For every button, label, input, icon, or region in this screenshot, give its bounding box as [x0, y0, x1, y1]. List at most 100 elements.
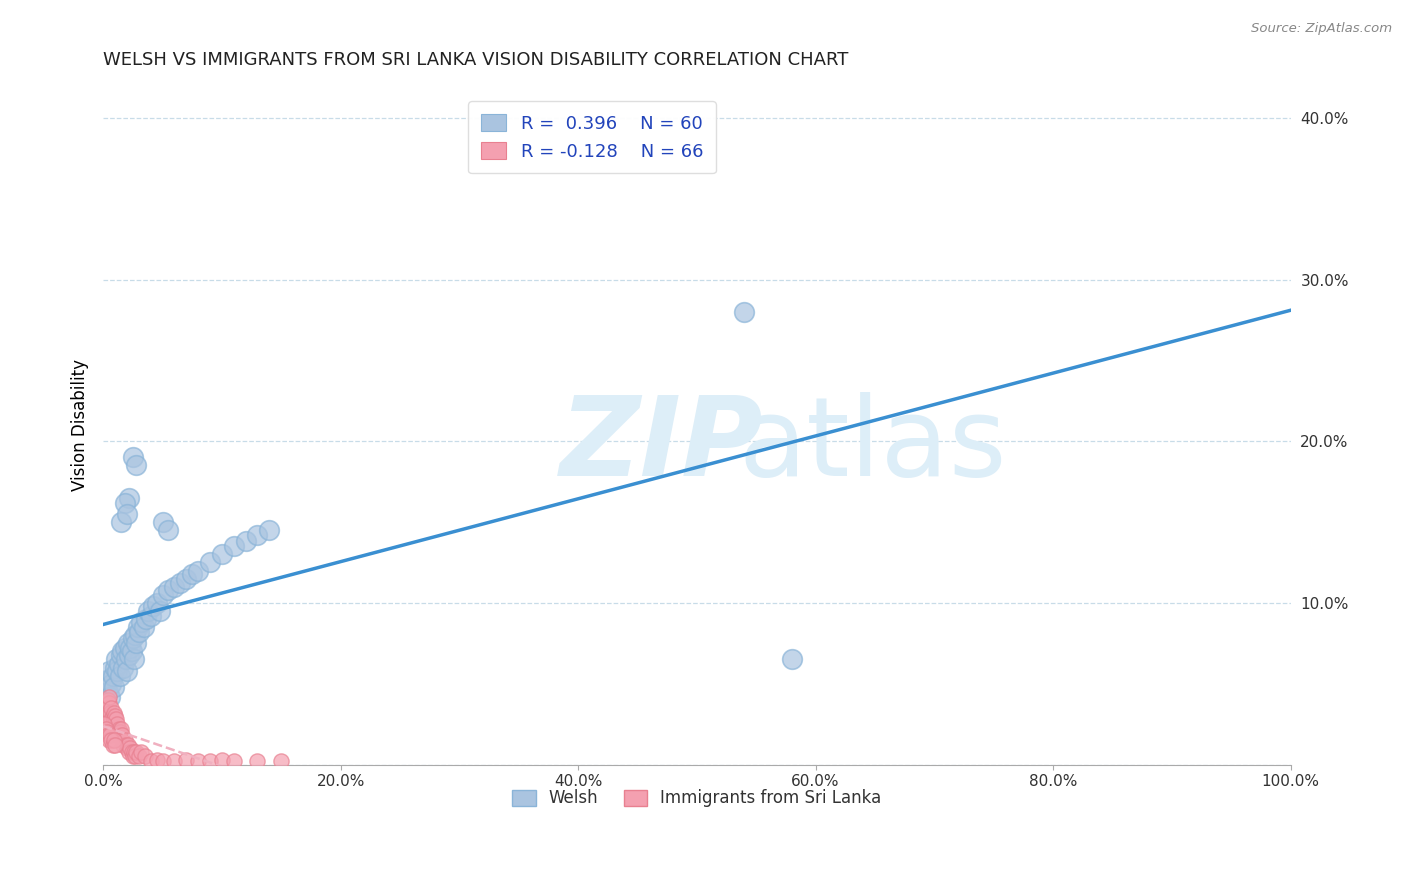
Point	[104, 709, 127, 723]
Point	[246, 528, 269, 542]
Point	[103, 680, 125, 694]
Point	[128, 749, 150, 764]
Point	[121, 450, 143, 465]
Point	[101, 709, 124, 723]
Point	[96, 725, 118, 739]
Point	[104, 717, 127, 731]
Point	[187, 754, 209, 768]
Point	[122, 745, 145, 759]
Point	[107, 728, 129, 742]
Point	[94, 722, 117, 736]
Point	[108, 725, 131, 739]
Point	[139, 754, 162, 768]
Point	[152, 754, 174, 768]
Point	[118, 745, 141, 759]
Point	[96, 673, 118, 688]
Point	[115, 507, 138, 521]
Point	[97, 728, 120, 742]
Point	[152, 515, 174, 529]
Point	[105, 712, 128, 726]
Point	[100, 676, 122, 690]
Point	[114, 733, 136, 747]
Point	[174, 572, 197, 586]
Point	[93, 717, 115, 731]
Point	[110, 728, 132, 742]
Text: WELSH VS IMMIGRANTS FROM SRI LANKA VISION DISABILITY CORRELATION CHART: WELSH VS IMMIGRANTS FROM SRI LANKA VISIO…	[103, 51, 848, 69]
Point	[103, 733, 125, 747]
Point	[198, 556, 221, 570]
Point	[105, 717, 128, 731]
Point	[134, 749, 156, 764]
Point	[94, 696, 117, 710]
Point	[120, 741, 142, 756]
Point	[97, 693, 120, 707]
Point	[124, 749, 146, 764]
Point	[98, 733, 121, 747]
Point	[121, 749, 143, 764]
Point	[733, 305, 755, 319]
Legend: Welsh, Immigrants from Sri Lanka: Welsh, Immigrants from Sri Lanka	[506, 782, 889, 814]
Point	[107, 722, 129, 736]
Point	[111, 644, 134, 658]
Point	[111, 733, 134, 747]
Point	[114, 641, 136, 656]
Text: Source: ZipAtlas.com: Source: ZipAtlas.com	[1251, 22, 1392, 36]
Point	[181, 566, 204, 581]
Point	[114, 652, 136, 666]
Point	[121, 644, 143, 658]
Point	[145, 596, 167, 610]
Point	[122, 652, 145, 666]
Point	[100, 712, 122, 726]
Point	[211, 547, 233, 561]
Point	[198, 754, 221, 768]
Point	[125, 745, 148, 759]
Point	[142, 599, 165, 613]
Point	[187, 564, 209, 578]
Point	[152, 588, 174, 602]
Point	[259, 523, 281, 537]
Point	[135, 612, 157, 626]
Point	[157, 523, 180, 537]
Point	[169, 576, 191, 591]
Point	[94, 701, 117, 715]
Point	[112, 660, 135, 674]
Point	[101, 717, 124, 731]
Point	[96, 706, 118, 720]
Point	[94, 680, 117, 694]
Point	[132, 620, 155, 634]
Point	[98, 706, 121, 720]
Point	[120, 641, 142, 656]
Point	[125, 458, 148, 473]
Point	[105, 725, 128, 739]
Point	[117, 636, 139, 650]
Point	[117, 738, 139, 752]
Point	[124, 628, 146, 642]
Point	[100, 701, 122, 715]
Point	[104, 738, 127, 752]
Point	[107, 657, 129, 672]
Point	[118, 491, 141, 505]
Point	[108, 668, 131, 682]
Text: ZIP: ZIP	[561, 392, 763, 499]
Point	[93, 709, 115, 723]
Point	[112, 738, 135, 752]
Point	[115, 664, 138, 678]
Y-axis label: Vision Disability: Vision Disability	[72, 359, 89, 491]
Point	[121, 632, 143, 646]
Point	[235, 534, 257, 549]
Point	[780, 652, 803, 666]
Point	[174, 753, 197, 767]
Point	[104, 660, 127, 674]
Point	[111, 728, 134, 742]
Point	[96, 712, 118, 726]
Point	[110, 722, 132, 736]
Point	[98, 690, 121, 704]
Point	[114, 738, 136, 752]
Point	[105, 664, 128, 678]
Point	[118, 648, 141, 662]
Point	[98, 728, 121, 742]
Point	[121, 745, 143, 759]
Point	[115, 741, 138, 756]
Point	[163, 580, 186, 594]
Point	[222, 754, 245, 768]
